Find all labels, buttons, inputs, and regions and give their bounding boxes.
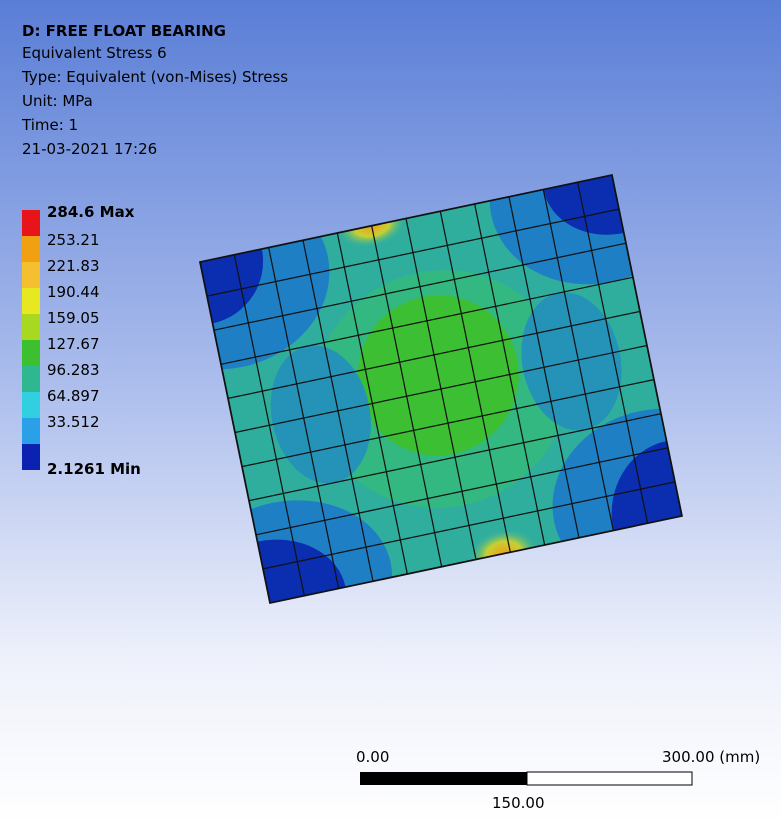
legend-swatch (22, 236, 40, 262)
legend-label: 253.21 (47, 231, 100, 249)
legend-swatch (22, 288, 40, 314)
legend-swatch (22, 392, 40, 418)
legend-label: 221.83 (47, 257, 100, 275)
scale-label: 300.00 (mm) (662, 748, 760, 766)
legend-swatch (22, 262, 40, 288)
legend-swatch (22, 314, 40, 340)
legend-label: 33.512 (47, 413, 100, 431)
legend-label: 190.44 (47, 283, 100, 301)
legend-label: 2.1261 Min (47, 460, 141, 478)
legend-label: 159.05 (47, 309, 100, 327)
legend-labels: 284.6 Max 253.21 221.83 190.44 159.05 127.67 9… (47, 203, 141, 478)
legend-label: 284.6 Max (47, 203, 135, 221)
legend-swatch (22, 210, 40, 236)
legend-label: 96.283 (47, 361, 100, 379)
legend-bar (22, 210, 40, 470)
info-line: Equivalent Stress 6 (22, 44, 167, 62)
scene: D: FREE FLOAT BEARING Equivalent Stress … (0, 0, 781, 823)
legend-swatch (22, 340, 40, 366)
scale-label: 0.00 (356, 748, 389, 766)
info-line: Unit: MPa (22, 92, 93, 110)
legend-label: 127.67 (47, 335, 100, 353)
legend-swatch (22, 444, 40, 470)
legend-swatch (22, 418, 40, 444)
info-line: Time: 1 (21, 116, 78, 134)
viewport: D: FREE FLOAT BEARING Equivalent Stress … (0, 0, 781, 823)
scale-bar-black (360, 772, 527, 785)
scale-label: 150.00 (492, 794, 545, 812)
plate (102, 83, 780, 696)
info-line: Type: Equivalent (von-Mises) Stress (21, 68, 288, 86)
title: D: FREE FLOAT BEARING (22, 22, 226, 40)
info-line: 21-03-2021 17:26 (22, 140, 157, 158)
scale-bar-white (527, 772, 692, 785)
legend-label: 64.897 (47, 387, 100, 405)
legend-swatch (22, 366, 40, 392)
